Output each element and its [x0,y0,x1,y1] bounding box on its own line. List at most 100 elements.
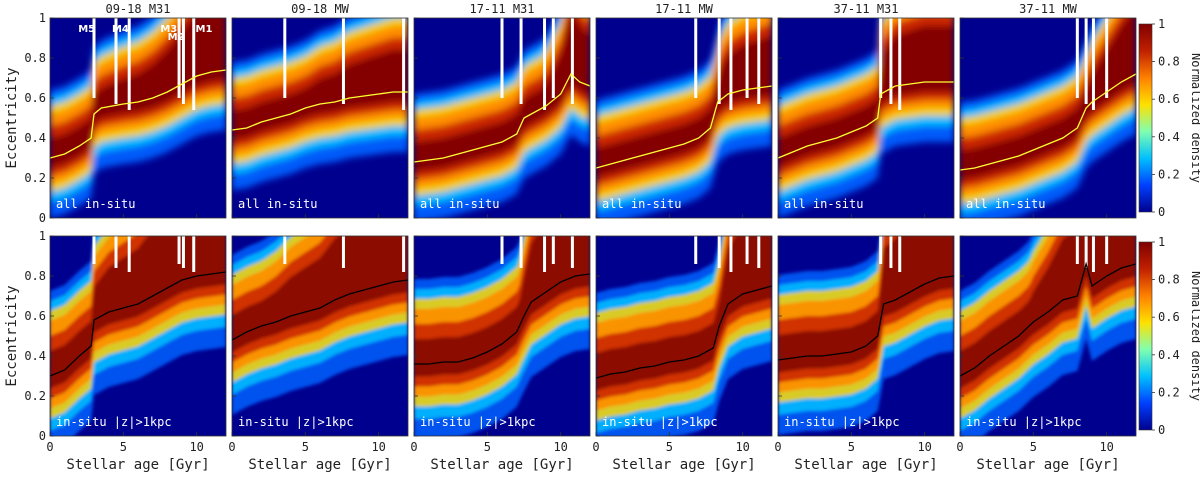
colorbar-tick-label: 0.8 [1158,55,1180,69]
x-axis-label: Stellar age [Gyr] [794,457,937,473]
colorbar-label: Normalized density [1189,53,1200,183]
density-bands [414,236,590,436]
density-bands [596,236,772,436]
median-line [232,91,408,131]
heatmap [232,236,408,436]
panel-frame [413,235,591,437]
median-line [414,273,590,365]
panel-2-row-1: 09-18 MW all in-situ [231,2,409,219]
heatmap [778,18,954,218]
panel-title: 09-18 MW [291,2,350,16]
x-tick-label: 0 [228,440,235,454]
merger-label-m3: M3 [160,24,177,35]
panel-6-row-1: 37-11 MW all in-situ [959,2,1137,219]
median-line [596,285,772,379]
density-band-6 [778,25,954,168]
panel-title: 37-11 MW [1019,2,1078,16]
y-tick-label: 0.4 [24,131,46,145]
row-label: in-situ |z|>1kpc [602,415,718,429]
panel-title: 17-11 MW [655,2,714,16]
median-line [778,275,954,361]
colorbar-tick-label: 0.4 [1158,348,1180,362]
colorbar-2: 0 0.2 0.4 0.6 0.8 1 Normalized density [1138,235,1200,437]
x-axis-label: Stellar age [Gyr] [612,457,755,473]
density-bands [232,236,408,415]
heatmap [50,236,226,436]
colorbar-gradient [1138,23,1153,213]
panel-4-row-1: 17-11 MW all in-situ [595,2,773,219]
colorbar-gradient [1138,241,1153,431]
row-label: in-situ |z|>1kpc [238,415,354,429]
x-tick-label: 10 [553,440,567,454]
panel-frame [959,17,1137,219]
x-tick-label: 0 [592,440,599,454]
merger-label-m4: M4 [112,24,129,35]
y-tick-label: 0.6 [24,309,46,323]
panel-3-row-1: 17-11 M31 all in-situ [413,2,591,219]
y-tick-label: 0.8 [24,269,46,283]
x-axis-label: Stellar age [Gyr] [66,457,209,473]
row-label: all in-situ [238,197,317,211]
colorbar-tick-label: 0.8 [1158,273,1180,287]
panel-frame [777,235,955,437]
heatmap [232,18,408,218]
density-bands [778,18,954,218]
x-tick-label: 10 [189,440,203,454]
y-tick-label: 0.8 [24,51,46,65]
panel-title: 37-11 M31 [833,2,898,16]
panel-frame [777,17,955,219]
colorbar-label: Normalized density [1189,271,1200,401]
x-axis-label: Stellar age [Gyr] [430,457,573,473]
x-tick-label: 10 [735,440,749,454]
x-tick-label: 5 [484,440,491,454]
x-tick-label: 5 [848,440,855,454]
density-bands [50,236,226,436]
row-label: all in-situ [56,197,135,211]
x-tick-label: 10 [1099,440,1113,454]
panel-frame [49,17,227,219]
row-label: all in-situ [784,197,863,211]
y-tick-label: 0.2 [24,171,46,185]
median-line [414,72,590,163]
median-line [50,271,226,377]
panel-frame [231,17,409,219]
heatmap [596,236,772,436]
panel-frame [231,235,409,437]
merger-label-m2: M2 [168,32,185,43]
density-bands [596,18,772,218]
x-tick-label: 0 [46,440,53,454]
x-tick-label: 5 [666,440,673,454]
y-axis-label-bottom: Eccentricity [4,285,20,386]
colorbar-tick-label: 0 [1158,423,1165,437]
median-line [960,73,1136,171]
median-line [232,279,408,341]
panel-frame [413,17,591,219]
x-tick-label: 10 [917,440,931,454]
colorbar-tick-label: 0.2 [1158,167,1180,181]
density-band-6 [596,35,772,179]
x-tick-label: 5 [1030,440,1037,454]
median-line [50,69,226,159]
y-tick-label: 0.2 [24,389,46,403]
x-axis-label: Stellar age [Gyr] [976,457,1119,473]
colorbar-tick-label: 0 [1158,205,1165,219]
x-tick-label: 10 [371,440,385,454]
density-bands [778,236,954,435]
x-tick-label: 0 [956,440,963,454]
row-label: all in-situ [966,197,1045,211]
panel-1-row-1: 09-18 M31 all in-situ 0 0.2 0.4 0.6 0.8 1 M5 M4 M3… [24,2,227,225]
x-tick-label: 5 [120,440,127,454]
panel-frame [595,17,773,219]
row-label: in-situ |z|>1kpc [966,415,1082,429]
heatmap [596,18,772,218]
colorbar-tick-label: 0.4 [1158,130,1180,144]
row-label: in-situ |z|>1kpc [784,415,900,429]
x-axis-label: Stellar age [Gyr] [248,457,391,473]
y-tick-label: 0 [39,211,46,225]
density-band-6 [50,236,226,389]
heatmap [778,236,954,436]
panel-frame [959,235,1137,437]
